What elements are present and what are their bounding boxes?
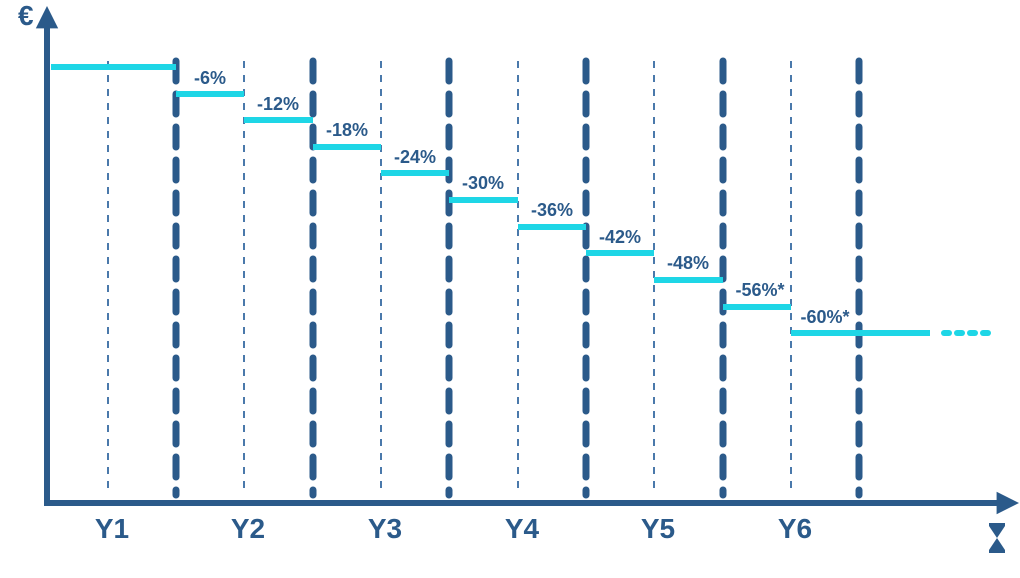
x-tick-label: Y6 (778, 513, 812, 545)
x-tick-label: Y3 (368, 513, 402, 545)
pct-label: -48% (667, 253, 709, 274)
pct-label: -6% (194, 68, 226, 89)
chart-svg (0, 0, 1020, 578)
pct-label: -30% (462, 173, 504, 194)
pct-label: -56%* (735, 280, 784, 301)
x-tick-label: Y4 (505, 513, 539, 545)
depreciation-step-chart: € Y1 Y2 Y3 Y4 Y5 Y6 -6% -12% -18% -24% -30% -36% -42… (0, 0, 1020, 578)
pct-label: -18% (326, 120, 368, 141)
x-tick-label: Y2 (231, 513, 265, 545)
pct-label: -36% (531, 200, 573, 221)
pct-label: -60%* (800, 307, 849, 328)
pct-label: -12% (257, 94, 299, 115)
pct-label: -42% (599, 227, 641, 248)
y-axis-label: € (18, 0, 34, 32)
x-tick-label: Y1 (95, 513, 129, 545)
pct-label: -24% (394, 147, 436, 168)
x-tick-label: Y5 (641, 513, 675, 545)
